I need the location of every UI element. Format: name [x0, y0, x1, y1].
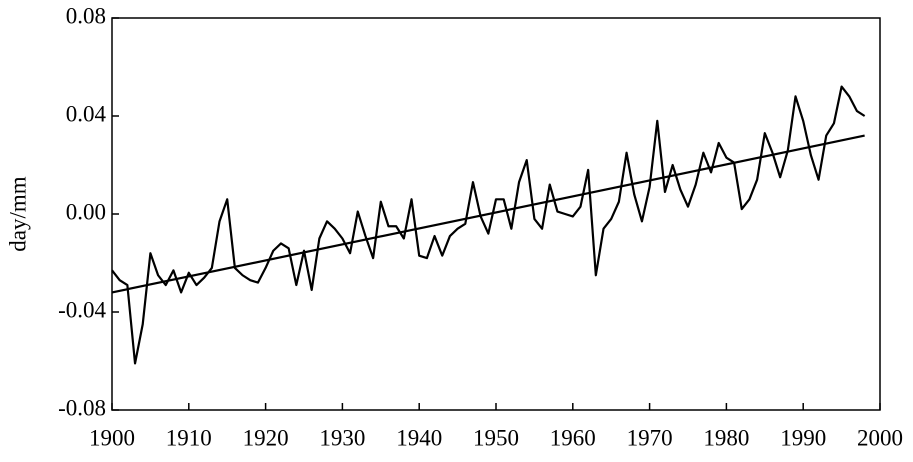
y-tick-label: -0.08	[58, 395, 106, 420]
data-line	[111, 134, 865, 294]
x-tick-label: 1990	[780, 425, 826, 450]
x-tick-label: 1940	[396, 425, 442, 450]
x-tick-label: 1970	[627, 425, 673, 450]
x-tick-label: 2000	[857, 425, 903, 450]
x-tick-label: 1910	[166, 425, 212, 450]
y-tick-label: 0.00	[66, 199, 106, 224]
y-tick-label: -0.04	[58, 297, 106, 322]
x-tick-label: 1920	[243, 425, 289, 450]
y-tick-label: 0.08	[66, 3, 106, 28]
x-tick-label: 1980	[703, 425, 749, 450]
y-axis-label: day/mm	[5, 176, 30, 251]
x-tick-label: 1900	[89, 425, 135, 450]
x-tick-label: 1950	[473, 425, 519, 450]
x-tick-label: 1930	[319, 425, 365, 450]
data-line	[111, 85, 866, 365]
x-tick-label: 1960	[550, 425, 596, 450]
y-tick-label: 0.04	[66, 101, 107, 126]
plot-frame	[111, 17, 881, 411]
